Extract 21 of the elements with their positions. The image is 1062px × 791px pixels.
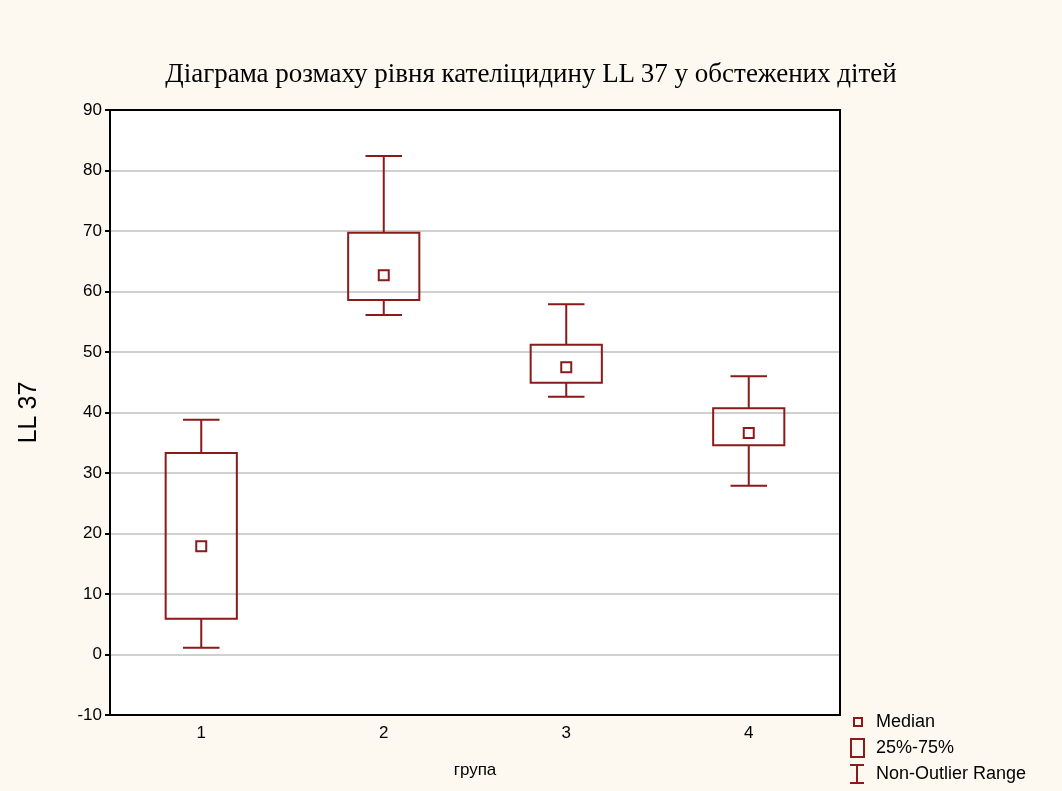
y-tick-label: -10: [77, 704, 102, 724]
y-tick-label: 0: [92, 644, 102, 664]
y-tick-label: 30: [83, 462, 102, 482]
y-tick-label: 60: [83, 281, 102, 301]
y-tick-label: 90: [83, 99, 102, 119]
y-tick-label: 80: [83, 160, 102, 180]
x-tick-label: 2: [379, 722, 389, 742]
y-tick-label: 40: [83, 402, 102, 422]
x-tick-label: 3: [561, 722, 571, 742]
chart-title: Діаграма розмаху рівня кателіцидину LL 37 у обстежених дітей: [164, 58, 898, 89]
y-tick-label: 70: [83, 220, 102, 240]
y-tick-label: 20: [83, 523, 102, 543]
y-tick-label: 50: [83, 341, 102, 361]
text: Non-Outlier Range: [876, 763, 1027, 784]
x-tick-label: 1: [196, 722, 206, 742]
text: 25%-75%: [876, 737, 955, 758]
x-axis-title: група: [453, 760, 497, 780]
y-axis-title: LL 37: [12, 381, 41, 444]
x-tick-label: 4: [744, 722, 754, 742]
y-tick-label: 10: [83, 583, 102, 603]
text: Median: [876, 711, 936, 732]
